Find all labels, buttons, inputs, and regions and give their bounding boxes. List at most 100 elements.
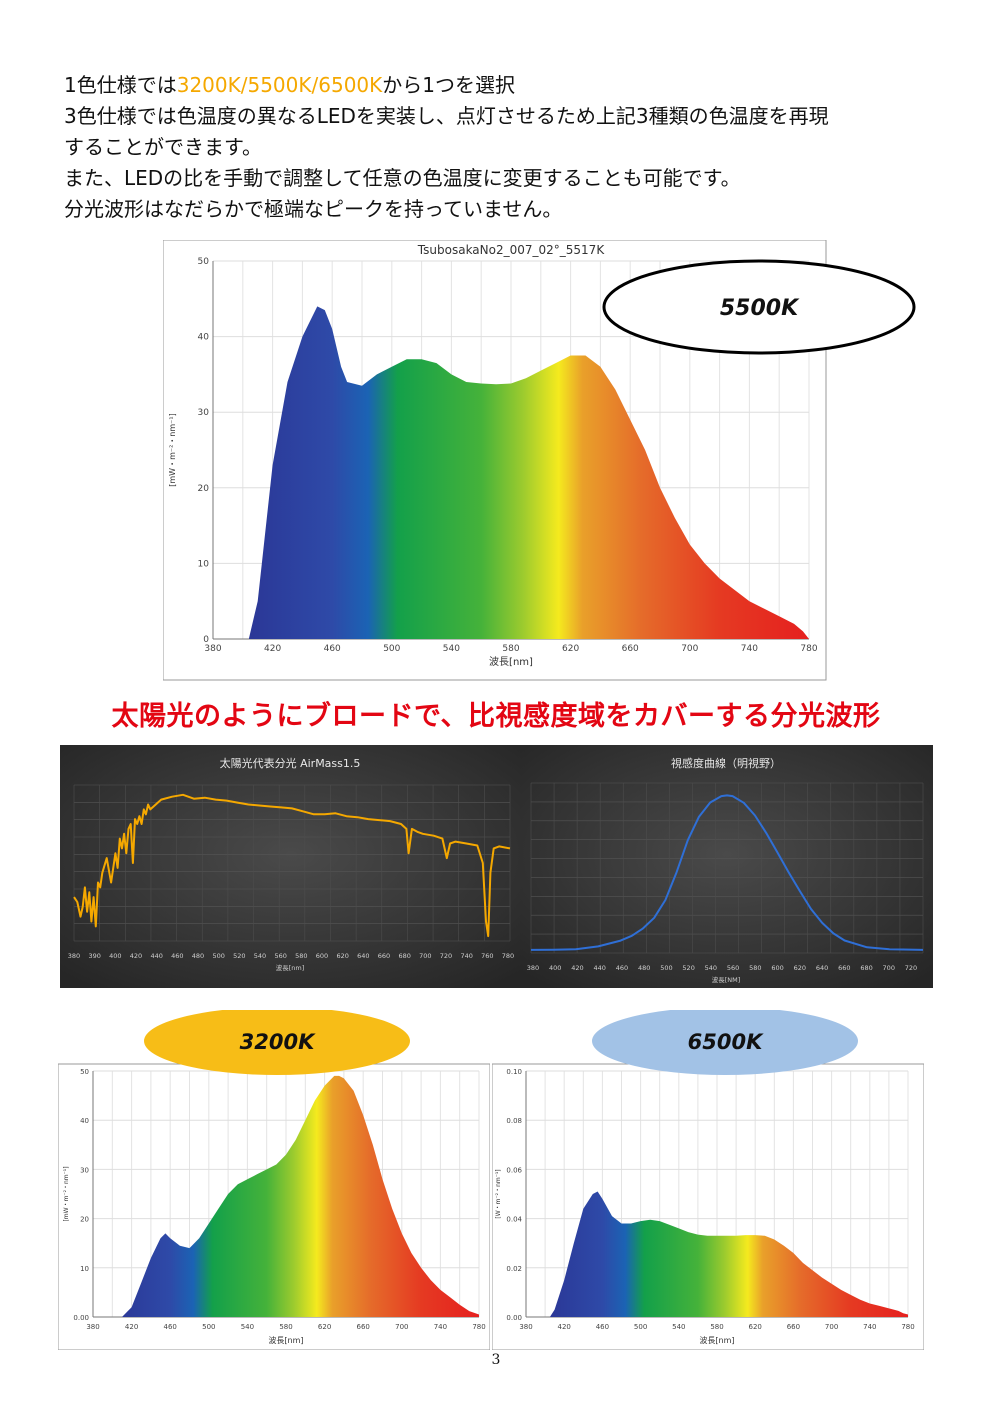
y-tick-label: 10 [80, 1265, 89, 1273]
x-tick-label: 500 [634, 1323, 647, 1331]
x-tick-label: 620 [794, 964, 806, 972]
y-tick-label: 20 [198, 484, 210, 494]
series-line [530, 794, 924, 951]
x-tick-label: 720 [440, 952, 452, 960]
x-tick-label: 780 [800, 644, 817, 654]
x-tick-label: 580 [279, 1323, 292, 1331]
y-tick-label: 40 [80, 1117, 89, 1125]
intro-line-5: 分光波形はなだらかで極端なピークを持っていません。 [64, 197, 563, 221]
chart-title: 視感度曲線（明視野） [671, 756, 781, 770]
x-tick-label: 620 [336, 952, 348, 960]
y-axis-label: [mW・m⁻²・nm⁻¹] [63, 1166, 70, 1221]
y-tick-label: 0.02 [506, 1265, 522, 1273]
x-tick-label: 680 [398, 952, 410, 960]
x-tick-label: 580 [749, 964, 761, 972]
x-tick-label: 740 [434, 1323, 447, 1331]
badge-label: 3200K [240, 1030, 316, 1054]
x-tick-label: 780 [472, 1323, 485, 1331]
x-tick-label: 540 [241, 1323, 254, 1331]
intro-line-4: また、LEDの比を手動で調整して任意の色温度に変更することも可能です。 [64, 166, 741, 190]
x-tick-label: 580 [502, 644, 519, 654]
luminosity-curve-chart: 視感度曲線（明視野） 380 400 420 440 460 480 500 520 540 560… [521, 745, 933, 988]
x-tick-label: 520 [233, 952, 245, 960]
intro-line-2: 3色仕様では色温度の異なるLEDを実装し、点灯させるため上記3種類の色温度を再現 [64, 104, 829, 128]
x-tick-label: 420 [130, 952, 142, 960]
x-tick-label: 500 [660, 964, 672, 972]
x-tick-label: 400 [109, 952, 121, 960]
badge-ellipse [592, 1010, 858, 1075]
y-tick-label: 30 [198, 408, 210, 418]
x-tick-label: 380 [527, 964, 539, 972]
y-axis-label: [mW・m⁻²・nm⁻¹] [168, 413, 177, 486]
solar-spectrum-chart: 太陽光代表分光 AirMass1.5 380 390 400 420 440 460 480 5… [60, 745, 522, 988]
x-tick-label: 740 [863, 1323, 876, 1331]
x-tick-label: 660 [838, 964, 850, 972]
x-tick-label: 460 [171, 952, 183, 960]
x-axis-label: 波長[nm] [489, 655, 533, 668]
x-axis-label: 波長[NM] [712, 975, 741, 984]
chart-title: 太陽光代表分光 AirMass1.5 [220, 756, 361, 770]
spectrum-area [248, 306, 809, 639]
y-tick-label: 40 [198, 333, 210, 343]
x-tick-label: 380 [204, 644, 221, 654]
spectrum-chart-6500k: 380 420 460 500 540 580 620 660 700 740 780 0.00 0.0… [492, 1010, 924, 1350]
x-tick-label: 600 [771, 964, 783, 972]
x-axis-label: 波長[nm] [268, 1335, 303, 1345]
x-tick-label: 700 [825, 1323, 838, 1331]
y-tick-label: 0 [203, 635, 209, 645]
x-tick-label: 460 [164, 1323, 177, 1331]
x-tick-label: 620 [562, 644, 579, 654]
x-tick-label: 500 [202, 1323, 215, 1331]
y-tick-label: 0.10 [506, 1068, 522, 1076]
y-axis-label: [W・m⁻²・nm⁻¹] [495, 1169, 502, 1218]
x-tick-label: 660 [378, 952, 390, 960]
y-tick-label: 0.06 [506, 1166, 522, 1174]
spectrum-area [549, 1191, 908, 1317]
intro-text: 1色仕様では3200K/5500K/6500Kから1つを選択 3色仕様では色温度… [64, 70, 944, 225]
x-tick-label: 500 [212, 952, 224, 960]
x-tick-label: 760 [481, 952, 493, 960]
x-tick-label: 700 [681, 644, 698, 654]
x-tick-label: 740 [741, 644, 758, 654]
x-tick-label: 520 [682, 964, 694, 972]
y-tick-label: 20 [80, 1216, 89, 1224]
y-tick-label: 10 [198, 559, 210, 569]
y-tick-label: 0.00 [506, 1314, 522, 1322]
headline: 太陽光のようにブロードで、比視感度域をカバーする分光波形 [111, 701, 881, 732]
x-tick-label: 680 [860, 964, 872, 972]
x-tick-label: 600 [316, 952, 328, 960]
x-tick-label: 420 [571, 964, 583, 972]
y-tick-label: 0.08 [506, 1117, 522, 1125]
x-tick-label: 660 [787, 1323, 800, 1331]
x-tick-label: 560 [274, 952, 286, 960]
intro-line-3: することができます。 [64, 135, 262, 159]
y-tick-label: 50 [80, 1068, 89, 1076]
badge-label: 6500K [688, 1030, 764, 1054]
color-temperature-options: 3200K/5500K/6500K [176, 73, 383, 97]
x-tick-label: 390 [88, 952, 100, 960]
x-tick-label: 780 [502, 952, 514, 960]
chart-title: TsubosakaNo2_007_02°_5517K [417, 243, 606, 257]
x-tick-label: 640 [357, 952, 369, 960]
x-tick-label: 460 [324, 644, 341, 654]
x-tick-label: 620 [318, 1323, 331, 1331]
spectrum-chart-3200k: 380 420 460 500 540 580 620 660 700 740 780 0.00 10 2… [58, 1010, 490, 1350]
x-tick-label: 720 [905, 964, 917, 972]
page-number: 3 [491, 1352, 501, 1368]
x-tick-label: 440 [593, 964, 605, 972]
x-tick-label: 380 [86, 1323, 99, 1331]
x-tick-label: 660 [622, 644, 639, 654]
badge-label: 5500K [720, 296, 800, 321]
x-tick-label: 540 [705, 964, 717, 972]
chart-background [521, 745, 933, 988]
x-tick-label: 400 [549, 964, 561, 972]
badge-ellipse [144, 1010, 410, 1075]
chart-background [60, 745, 522, 988]
x-tick-label: 780 [901, 1323, 914, 1331]
x-tick-label: 380 [68, 952, 80, 960]
x-tick-label: 580 [710, 1323, 723, 1331]
y-tick-label: 50 [198, 257, 210, 267]
x-tick-label: 660 [357, 1323, 370, 1331]
x-tick-label: 560 [727, 964, 739, 972]
